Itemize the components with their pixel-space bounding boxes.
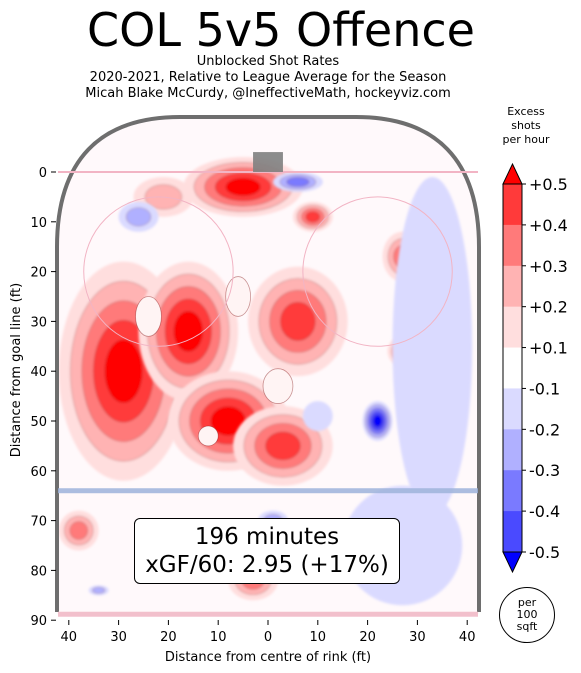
heat-gap-3 [262,368,294,404]
x-tick-label-8: 40 [459,630,476,645]
x-tick-label-5: 10 [310,630,327,645]
y-tick-label-40: 40 [30,365,47,380]
x-tick-label-1: 30 [110,630,127,645]
colorbar-bin-3 [503,265,522,308]
x-tick-label-2: 20 [160,630,177,645]
heat-blob-19 [272,172,323,192]
x-tick-label-7: 30 [409,630,426,645]
y-tick-label-30: 30 [30,315,47,330]
heat-contour [286,177,310,187]
colorbar-bin-8 [503,470,522,512]
heat-contour [92,586,106,594]
heat-blob-7 [233,406,333,486]
colorbar-tick-label-5: -0.1 [529,379,560,398]
colorbar-top-arrow [502,162,523,185]
heat-contour [225,178,261,196]
x-axis-label: Distance from centre of rink (ft) [165,650,371,665]
chart-subtitle-line-3: Micah Blake McCurdy, @IneffectiveMath, h… [85,86,451,101]
per-area-line-2: 100 [516,608,538,621]
heat-gap-4 [197,425,219,447]
heat-blob-12 [58,510,99,551]
colorbar-bin-5 [503,347,522,389]
faceoff-circle-right [302,196,453,347]
heat-contour [265,431,301,461]
annotation-minutes: 196 minutes [194,524,340,550]
x-tick-label-6: 20 [359,630,376,645]
faceoff-circle-left [83,196,234,347]
y-tick-label-60: 60 [30,465,47,480]
colorbar-bottom-arrow [502,551,523,574]
centre-red-line [58,611,478,617]
heat-blob-16 [392,176,473,516]
heat-gap-2 [225,276,251,317]
chart-subtitle-line-2: 2020-2021, Relative to League Average fo… [89,70,447,85]
heat-contour [125,207,152,227]
colorbar-tick-label-0: +0.5 [529,175,568,194]
heat-contour [173,311,203,352]
heat-contour [305,211,321,223]
colorbar-title-line-3: per hour [502,133,550,146]
heat-contour [392,176,473,516]
colorbar-title: Excess shots per hour [490,105,562,147]
colorbar-tick-label-6: -0.2 [529,420,560,439]
y-tick-label-20: 20 [30,266,47,281]
heat-contour [372,415,383,427]
colorbar-bin-9 [503,511,522,553]
annotation-xgf: xGF/60: 2.95 (+17%) [145,552,389,578]
blue-line [58,488,478,494]
heat-contour [69,521,88,540]
heat-contour [104,339,143,403]
per-area-line-3: sqft [516,620,538,633]
chart-title: COL 5v5 Offence [87,3,475,57]
heat-contour [302,401,333,431]
colorbar-tick-label-1: +0.4 [529,216,568,235]
y-axis-label: Distance from goal line (ft) [9,283,24,457]
y-tick-label-70: 70 [30,515,47,530]
colorbar-bin-1 [503,184,522,226]
heat-blob-18 [302,401,333,431]
heat-contour [280,302,316,341]
heat-blob-14 [118,201,159,232]
colorbar-bin-7 [503,429,522,471]
colorbar-tick-label-9: -0.5 [529,543,560,562]
y-tick-label-50: 50 [30,415,47,430]
goal-net [253,152,283,172]
chart-subtitle-line-1: Unblocked Shot Rates [196,54,340,69]
x-tick-label-3: 10 [210,630,227,645]
heat-blob-15 [362,401,393,441]
y-tick-label-10: 10 [30,216,47,231]
heat-blob-21 [88,585,109,596]
colorbar-tick-label-3: +0.2 [529,298,568,317]
heat-gap-1 [135,296,162,337]
summary-annotation: 196 minutes xGF/60: 2.95 (+17%) [134,518,400,584]
heat-blob-4 [248,266,348,377]
colorbar-bin-6 [503,388,522,430]
colorbar-tick-label-8: -0.4 [529,502,560,521]
colorbar-bin-4 [503,306,522,349]
heat-blob-2 [138,261,239,402]
rink-boards [55,115,481,612]
x-tick-label-0: 40 [61,630,78,645]
per-area-line-1: per [517,596,537,609]
colorbar-title-line-2: shots [511,119,541,132]
y-tick-label-90: 90 [30,614,47,629]
y-tick-label-0: 0 [39,166,47,181]
y-tick-label-80: 80 [30,564,47,579]
colorbar-bin-2 [503,224,522,267]
colorbar-title-line-1: Excess [507,105,545,118]
x-tick-label-4: 0 [264,630,272,645]
colorbar-tick-label-4: +0.1 [529,339,568,358]
heat-blob-6 [292,201,333,232]
colorbar-tick-label-7: -0.3 [529,461,560,480]
per-area-badge: per 100 sqft [499,587,555,643]
colorbar-tick-label-2: +0.3 [529,257,568,276]
colorbar-frame [502,183,523,553]
